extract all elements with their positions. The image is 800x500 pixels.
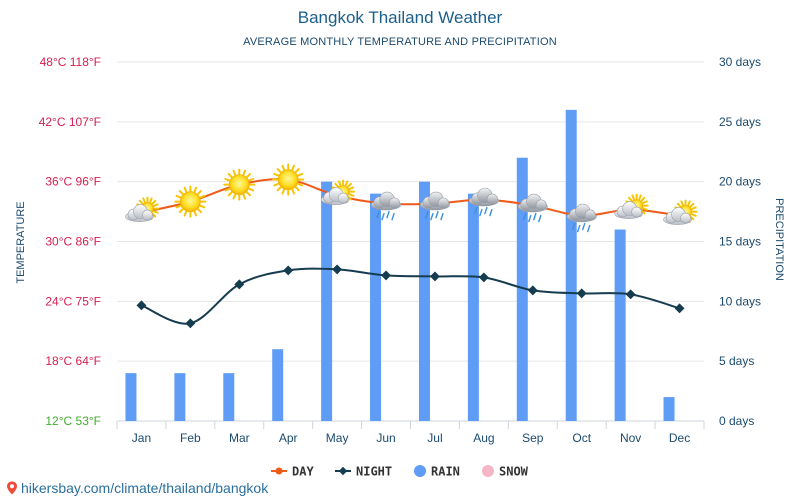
- night-line: [141, 267, 680, 325]
- rain-bar: [418, 181, 430, 421]
- legend-item-night: NIGHT: [335, 465, 392, 479]
- left-tick-label: 30°C 86°F: [45, 235, 101, 249]
- rain-bar: [272, 349, 284, 421]
- left-tick-label: 24°C 75°F: [45, 294, 101, 308]
- legend-label: NIGHT: [356, 465, 392, 479]
- sun-cloud-icon: [614, 193, 649, 219]
- right-axis-title: PRECIPITATION: [773, 198, 785, 281]
- legend-item-snow: SNOW: [482, 465, 529, 479]
- right-tick-label: 5 days: [719, 354, 754, 368]
- right-tick-label: 20 days: [719, 175, 761, 189]
- right-tick-label: 30 days: [719, 55, 761, 69]
- rain-bar: [370, 193, 382, 421]
- left-tick-label: 48°C 118°F: [40, 55, 101, 69]
- rain-bar: [565, 109, 577, 421]
- night-point: [381, 270, 391, 281]
- night-point: [283, 265, 294, 276]
- left-tick-label: 12°C 53°F: [45, 414, 101, 428]
- legend-label: RAIN: [431, 465, 460, 479]
- sun-cloud-icon: [125, 196, 160, 222]
- legend-item-rain: RAIN: [414, 465, 460, 479]
- month-label: Aug: [473, 431, 494, 445]
- month-label: Dec: [669, 431, 690, 445]
- legend-label: DAY: [292, 465, 314, 479]
- month-label: Jan: [132, 431, 151, 445]
- night-point: [625, 289, 636, 300]
- month-label: Feb: [180, 431, 201, 445]
- month-label: Jul: [427, 431, 442, 445]
- night-point: [527, 285, 538, 296]
- source-url: hikersbay.com/climate/thailand/bangkok: [21, 480, 269, 496]
- night-point: [430, 271, 440, 282]
- rain-cloud-icon: [468, 187, 499, 217]
- rain-bar: [174, 373, 186, 421]
- rain-cloud-icon: [371, 191, 402, 221]
- night-point: [478, 272, 489, 283]
- sun-icon: [272, 163, 305, 196]
- right-tick-label: 25 days: [719, 115, 761, 129]
- rain-bar: [516, 157, 528, 421]
- rain-bar: [614, 229, 626, 421]
- month-label: Oct: [572, 431, 591, 445]
- chart-subtitle: AVERAGE MONTHLY TEMPERATURE AND PRECIPIT…: [243, 36, 557, 48]
- night-point: [136, 300, 147, 311]
- month-label: May: [326, 431, 349, 445]
- legend-label: SNOW: [499, 465, 529, 479]
- month-label: Sep: [522, 431, 544, 445]
- month-label: Jun: [376, 431, 395, 445]
- legend-snow-swatch: [482, 465, 494, 477]
- rain-bar: [125, 373, 137, 421]
- sun-cloud-icon: [320, 179, 356, 205]
- night-point: [332, 264, 343, 275]
- rain-bar: [321, 181, 333, 421]
- rain-cloud-icon: [419, 191, 450, 221]
- month-label: Nov: [620, 431, 641, 445]
- rain-bar: [663, 397, 675, 421]
- left-tick-label: 18°C 64°F: [45, 354, 101, 368]
- night-point: [674, 303, 685, 314]
- rain-bar: [223, 373, 235, 421]
- left-axis-title: TEMPERATURE: [15, 201, 27, 283]
- month-label: Apr: [279, 431, 298, 445]
- sun-icon: [223, 168, 256, 201]
- sun-icon: [174, 185, 207, 218]
- source-link[interactable]: hikersbay.com/climate/thailand/bangkok: [6, 480, 268, 496]
- rain-cloud-icon: [517, 193, 548, 223]
- night-point: [185, 318, 196, 329]
- sun-cloud-icon: [663, 199, 698, 225]
- night-point: [576, 288, 587, 299]
- legend-item-day: DAY: [271, 465, 314, 479]
- left-tick-label: 36°C 96°F: [45, 175, 101, 189]
- month-label: Mar: [229, 431, 250, 445]
- rain-bar: [467, 193, 479, 421]
- night-point: [234, 279, 245, 290]
- right-tick-label: 0 days: [719, 414, 754, 428]
- left-tick-label: 42°C 107°F: [39, 115, 101, 129]
- rain-cloud-icon: [566, 203, 597, 233]
- right-tick-label: 15 days: [719, 235, 761, 249]
- chart-title: Bangkok Thailand Weather: [297, 8, 503, 27]
- day-line: [141, 178, 680, 217]
- right-tick-label: 10 days: [719, 294, 761, 308]
- map-pin-icon: [7, 481, 17, 495]
- legend-rain-swatch: [414, 465, 426, 477]
